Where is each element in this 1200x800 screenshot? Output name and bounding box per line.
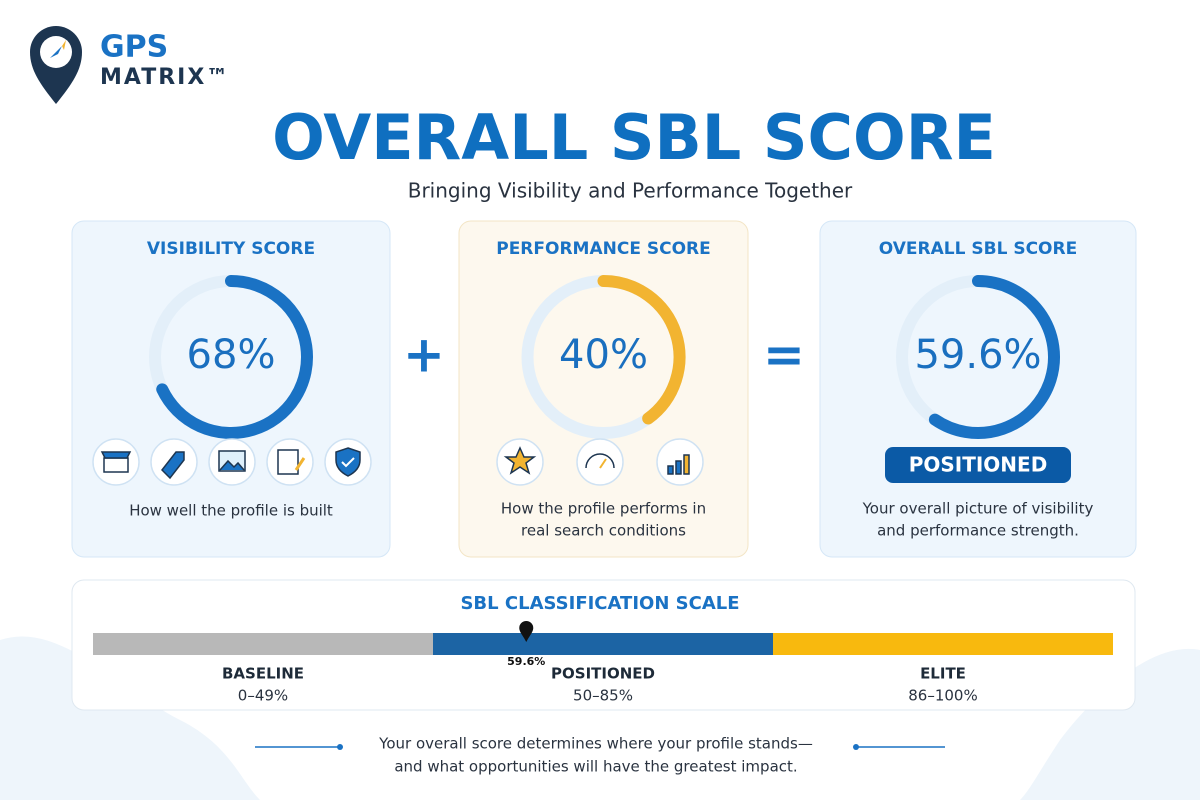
footer-text: Your overall score determines where your… [378, 735, 813, 753]
marker-label: 59.6% [507, 655, 545, 668]
band-name: POSITIONED [551, 665, 655, 683]
icons [92, 438, 704, 486]
card-description: How well the profile is built [129, 502, 333, 520]
gauge-arc [597, 275, 686, 425]
operator: + [403, 326, 445, 384]
footer-text: and what opportunities will have the gre… [394, 758, 797, 776]
scale-band [773, 633, 1113, 655]
card-description: and performance strength. [877, 522, 1079, 540]
wave [1020, 648, 1200, 800]
card-description: How the profile performs in [501, 500, 706, 518]
card-title: OVERALL SBL SCORE [879, 239, 1077, 259]
scale-title: SBL CLASSIFICATION SCALE [460, 593, 739, 614]
band-range: 0–49% [238, 687, 288, 705]
band-name: BASELINE [222, 665, 304, 683]
cards: VISIBILITY SCORE 68% How well the profile … [71, 220, 1137, 558]
gauge-value: 40% [559, 332, 648, 378]
gauge-arc [928, 275, 1060, 439]
decor-dot [337, 744, 343, 750]
gauge-arc [156, 275, 313, 439]
scale: BASELINE 0–49% POSITIONED 50–85% ELITE 86–100… [93, 621, 1113, 705]
gauge-value: 68% [187, 332, 276, 378]
wave [0, 636, 260, 800]
subtitle: Bringing Visibility and Performance Toge… [408, 179, 853, 203]
brand-name: GPS [100, 30, 168, 65]
badge-text: POSITIONED [909, 453, 1048, 477]
title: OVERALL SBL SCORE [272, 101, 996, 174]
marker [519, 621, 534, 642]
decor-dot [853, 744, 859, 750]
operator: = [763, 326, 805, 384]
scale-band [433, 633, 773, 655]
card-title: VISIBILITY SCORE [147, 239, 315, 259]
gauge-value: 59.6% [914, 332, 1041, 378]
logo [30, 26, 82, 104]
band-name: ELITE [920, 665, 966, 683]
card-title: PERFORMANCE SCORE [496, 239, 711, 259]
band-range: 86–100% [908, 687, 977, 705]
card-description: Your overall picture of visibility [862, 500, 1094, 518]
card-description: real search conditions [521, 522, 686, 540]
brand-name: MATRIX™ [100, 65, 230, 90]
band-range: 50–85% [573, 687, 633, 705]
scale-band [93, 633, 433, 655]
badge [885, 447, 1071, 483]
